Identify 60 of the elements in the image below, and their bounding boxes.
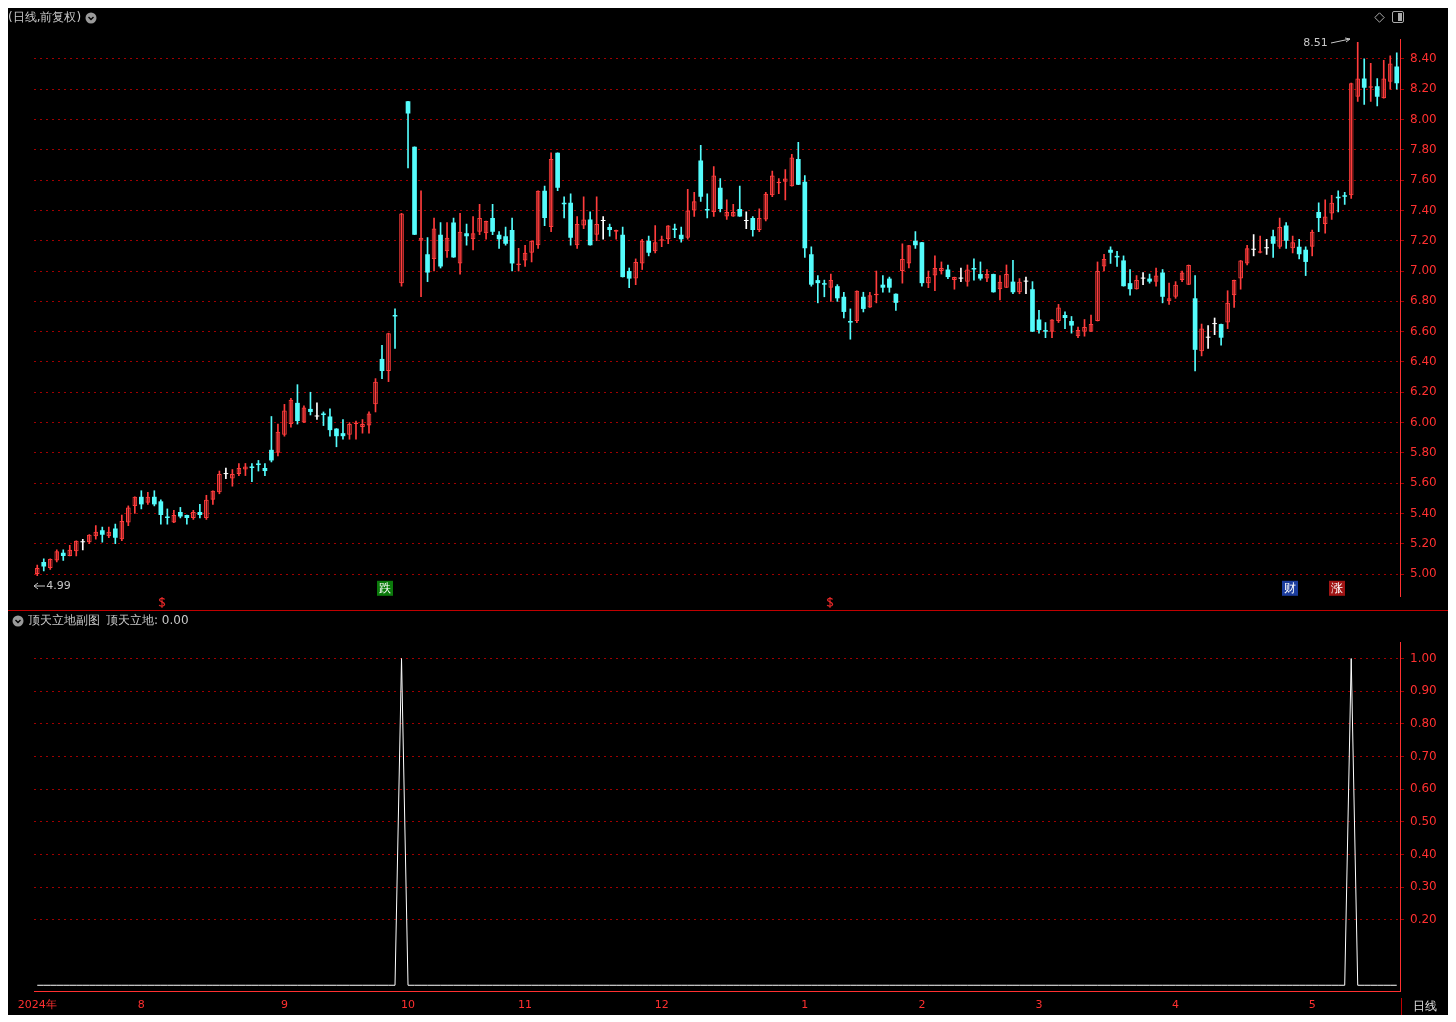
y-tick-label: 1.00 — [1410, 650, 1437, 665]
text: 日线 — [1401, 998, 1448, 1015]
annotation: 跌 — [379, 580, 391, 595]
y-tick-label: 7.60 — [1410, 172, 1437, 187]
candlestick — [971, 258, 977, 281]
y-tick-label: 0.90 — [1410, 683, 1437, 698]
y-tick-label: 6.20 — [1410, 384, 1437, 399]
y-tick-label: 0.70 — [1410, 748, 1437, 763]
candlestick — [1316, 202, 1322, 232]
x-tick-label: 12 — [654, 998, 669, 1012]
candlestick — [80, 538, 86, 551]
x-tick-label: 4 — [1172, 998, 1180, 1012]
y-tick-label: 7.00 — [1410, 263, 1437, 278]
x-tick-label: 2 — [918, 998, 926, 1012]
y-tick-label: 5.80 — [1410, 444, 1437, 459]
y-tick-label: 0.50 — [1410, 814, 1437, 829]
candlestick — [600, 216, 606, 240]
candlestick — [821, 279, 827, 298]
y-tick-label: 0.80 — [1410, 716, 1437, 731]
candlestick — [60, 549, 66, 561]
annotation: 4.99 — [46, 578, 71, 593]
candlestick — [737, 185, 743, 217]
annotation: 涨 — [1331, 580, 1343, 595]
y-tick-label: 5.60 — [1410, 475, 1437, 490]
y-tick-label: 8.40 — [1410, 51, 1437, 66]
y-tick-label: 6.40 — [1410, 354, 1437, 369]
x-tick-label: 5 — [1308, 998, 1316, 1012]
candlestick — [743, 211, 749, 229]
x-tick-label: 11 — [518, 998, 533, 1012]
y-tick-label: 8.20 — [1410, 81, 1437, 96]
y-tick-label: 7.20 — [1410, 232, 1437, 247]
candlestick — [1361, 58, 1367, 105]
y-tick-label: 5.40 — [1410, 505, 1437, 520]
y-tick-label: 7.40 — [1410, 202, 1437, 217]
y-tick-label: 6.60 — [1410, 323, 1437, 338]
annotation: 8.51 — [1303, 36, 1328, 51]
chart-title: (日线,前复权) — [8, 10, 82, 24]
y-tick-label: 6.00 — [1410, 414, 1437, 429]
y-tick-label: 0.60 — [1410, 781, 1437, 796]
y-tick-label: 8.00 — [1410, 111, 1437, 126]
y-tick-label: 0.40 — [1410, 846, 1437, 861]
y-tick-label: 5.00 — [1410, 566, 1437, 581]
y-tick-label: 0.30 — [1410, 879, 1437, 894]
chart-subtitle: 顶天立地: 0.00 — [106, 613, 189, 627]
y-tick-label: 6.80 — [1410, 293, 1437, 308]
x-tick-label: 10 — [401, 998, 416, 1012]
x-tick-label: 2024年 — [17, 998, 57, 1012]
x-tick-label: 9 — [280, 998, 288, 1012]
candlestick — [249, 463, 255, 482]
x-tick-label: 8 — [137, 998, 145, 1012]
chart-title: 顶天立地副图 — [28, 613, 100, 627]
candlestick — [607, 223, 613, 237]
candlestick — [1342, 191, 1348, 205]
y-tick-label: 0.20 — [1410, 912, 1437, 927]
x-tick-label: 1 — [801, 998, 809, 1012]
y-tick-label: 5.20 — [1410, 535, 1437, 550]
y-tick-label: 7.80 — [1410, 141, 1437, 156]
x-tick-label: 3 — [1035, 998, 1043, 1012]
annotation: 财 — [1284, 580, 1296, 595]
candlestick — [678, 226, 684, 243]
